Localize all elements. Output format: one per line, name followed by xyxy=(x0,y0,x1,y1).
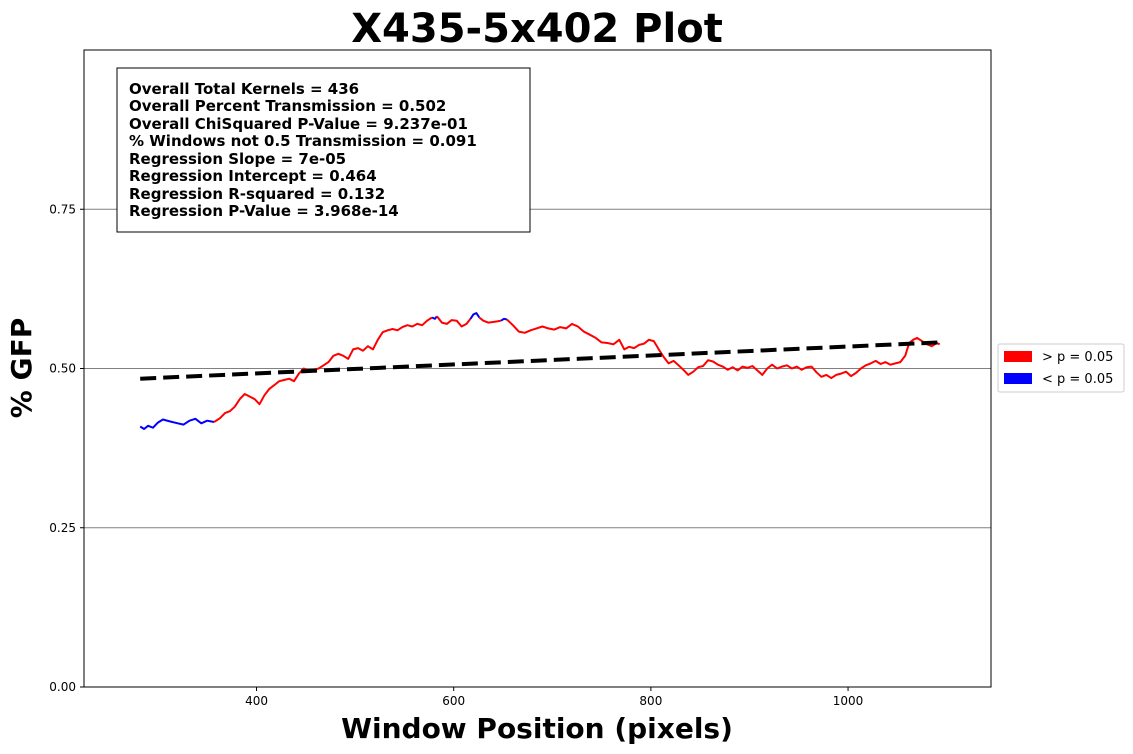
y-tick-label: 0.75 xyxy=(49,202,76,216)
series-line xyxy=(139,417,215,430)
stats-line: Overall Total Kernels = 436 xyxy=(129,80,359,98)
legend: > p = 0.05 < p = 0.05 xyxy=(997,343,1125,393)
stats-line: Overall Percent Transmission = 0.502 xyxy=(129,97,446,115)
legend-label: < p = 0.05 xyxy=(1042,372,1113,387)
series-line xyxy=(506,318,941,380)
x-axis-label: Window Position (pixels) xyxy=(341,712,733,745)
stats-box: Overall Total Kernels = 436 Overall Perc… xyxy=(116,67,531,233)
series-line xyxy=(500,317,508,322)
y-axis-ticks: 0.00 0.25 0.50 0.75 xyxy=(49,202,84,694)
regression-line xyxy=(140,340,940,381)
series-line xyxy=(469,312,481,320)
x-tick-label: 600 xyxy=(442,694,465,708)
gridlines xyxy=(84,208,991,529)
stats-line: Regression Intercept = 0.464 xyxy=(129,167,377,185)
series-line xyxy=(213,316,433,423)
series-line xyxy=(431,315,438,320)
legend-label: > p = 0.05 xyxy=(1042,350,1113,365)
regression-line-path xyxy=(140,340,940,381)
data-series xyxy=(139,312,941,430)
y-tick-label: 0.50 xyxy=(49,362,76,376)
stats-box-frame xyxy=(116,67,531,233)
legend-swatch-blue xyxy=(1004,373,1032,384)
y-tick-label: 0.25 xyxy=(49,521,76,535)
stats-line: % Windows not 0.5 Transmission = 0.091 xyxy=(129,132,477,150)
x-tick-label: 1000 xyxy=(833,694,864,708)
stats-line: Regression R-squared = 0.132 xyxy=(129,185,385,203)
series-line xyxy=(436,315,472,328)
legend-swatch-red xyxy=(1004,351,1032,362)
stats-line: Regression Slope = 7e-05 xyxy=(129,150,346,168)
y-tick-label: 0.00 xyxy=(49,680,76,694)
chart-title: X435-5x402 Plot xyxy=(351,6,723,52)
series-line xyxy=(478,316,502,324)
stats-line: Regression P-Value = 3.968e-14 xyxy=(129,202,399,220)
stats-line: Overall ChiSquared P-Value = 9.237e-01 xyxy=(129,115,468,133)
y-axis-label: % GFP xyxy=(5,318,38,418)
x-axis-ticks: 400 600 800 1000 xyxy=(245,687,863,708)
x-tick-label: 400 xyxy=(245,694,268,708)
x-tick-label: 800 xyxy=(639,694,662,708)
